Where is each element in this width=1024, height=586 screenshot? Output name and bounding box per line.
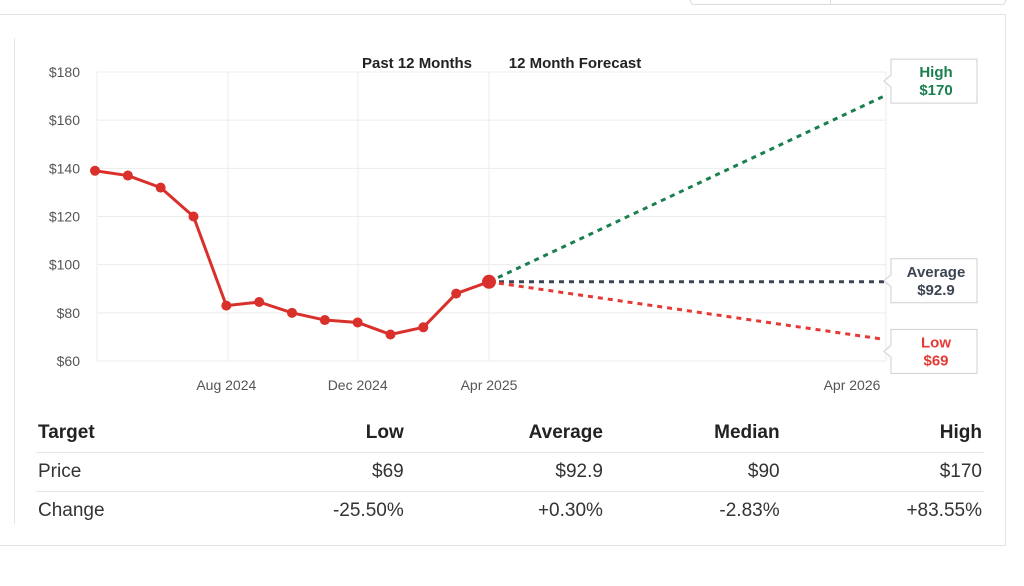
x-tick-label: Apr 2025 — [461, 377, 518, 393]
y-tick-label: $160 — [49, 112, 80, 128]
price-point — [418, 322, 429, 333]
forecast-line-high — [488, 94, 885, 284]
callout-box-high — [883, 58, 978, 104]
change-high: +83.55% — [906, 500, 982, 521]
price-point — [352, 317, 363, 328]
chart-grid — [96, 71, 887, 362]
callout-value-low: $69 — [923, 352, 948, 369]
price-median: $90 — [604, 452, 782, 492]
callout-value-high: $170 — [919, 82, 952, 99]
price-point — [188, 211, 199, 222]
top-tabs — [690, 0, 1006, 5]
x-tick-label: Dec 2024 — [328, 377, 388, 393]
legend-past: Past 12 Months — [362, 55, 472, 72]
header-high: High — [781, 414, 984, 453]
change-average: +0.30% — [537, 500, 603, 521]
table-row-price: Price $69 $92.9 $90 $170 — [36, 452, 984, 492]
price-average: $92.9 — [405, 452, 605, 492]
x-axis-labels: Aug 2024 Dec 2024 Apr 2025 Apr 2026 — [196, 377, 880, 393]
y-tick-label: $120 — [49, 209, 80, 225]
forecast-line-low — [488, 280, 885, 341]
price-point — [319, 315, 330, 326]
top-tabs-separator — [830, 0, 831, 4]
price-series — [90, 165, 496, 340]
y-tick-label: $180 — [49, 64, 80, 80]
change-median: -2.83% — [719, 500, 780, 521]
callout-label-low: Low — [921, 334, 951, 351]
price-high: $170 — [781, 452, 984, 492]
header-target: Target — [36, 414, 216, 453]
callout-box-low — [883, 328, 978, 374]
forecast-callouts: High$170 Average$92.9 Low$69 — [883, 58, 978, 374]
forecast-chart: $180 $160 $140 $120 $100 $80 $60 Aug 2024 Dec 2… — [49, 55, 978, 393]
price-point — [254, 296, 265, 307]
price-point — [122, 170, 133, 181]
price-point — [451, 288, 462, 299]
table-row-change: Change -25.50% +0.30% -2.83% +83.55% — [36, 492, 984, 531]
price-point — [155, 182, 166, 193]
forecast-table: Target Low Average Median High Price $69… — [36, 414, 984, 530]
callout-label-high: High — [919, 64, 952, 81]
change-low: -25.50% — [332, 500, 404, 521]
callout-value-average: $92.9 — [917, 282, 955, 299]
header-low: Low — [215, 414, 406, 453]
row-label: Price — [36, 452, 216, 492]
card-divider — [14, 38, 15, 524]
callout-box-average — [883, 258, 978, 304]
callout-label-average: Average — [907, 264, 966, 281]
header-average: Average — [405, 414, 605, 453]
legend-forecast: 12 Month Forecast — [509, 55, 642, 72]
row-label: Change — [38, 500, 105, 521]
x-tick-label: Aug 2024 — [196, 377, 256, 393]
x-tick-label: Apr 2026 — [824, 377, 881, 393]
y-tick-label: $80 — [57, 305, 81, 321]
y-tick-label: $100 — [49, 257, 80, 273]
price-point — [221, 300, 232, 311]
price-point — [482, 274, 496, 289]
price-point — [90, 165, 100, 176]
table-header-row: Target Low Average Median High — [36, 414, 984, 453]
header-median: Median — [604, 414, 782, 453]
price-point — [287, 307, 297, 318]
y-tick-label: $140 — [49, 160, 80, 176]
forecast-lines — [488, 94, 885, 341]
y-axis-labels: $180 $160 $140 $120 $100 $80 $60 — [49, 64, 80, 369]
price-low: $69 — [215, 452, 406, 492]
y-tick-label: $60 — [57, 353, 81, 369]
price-point — [385, 329, 396, 340]
